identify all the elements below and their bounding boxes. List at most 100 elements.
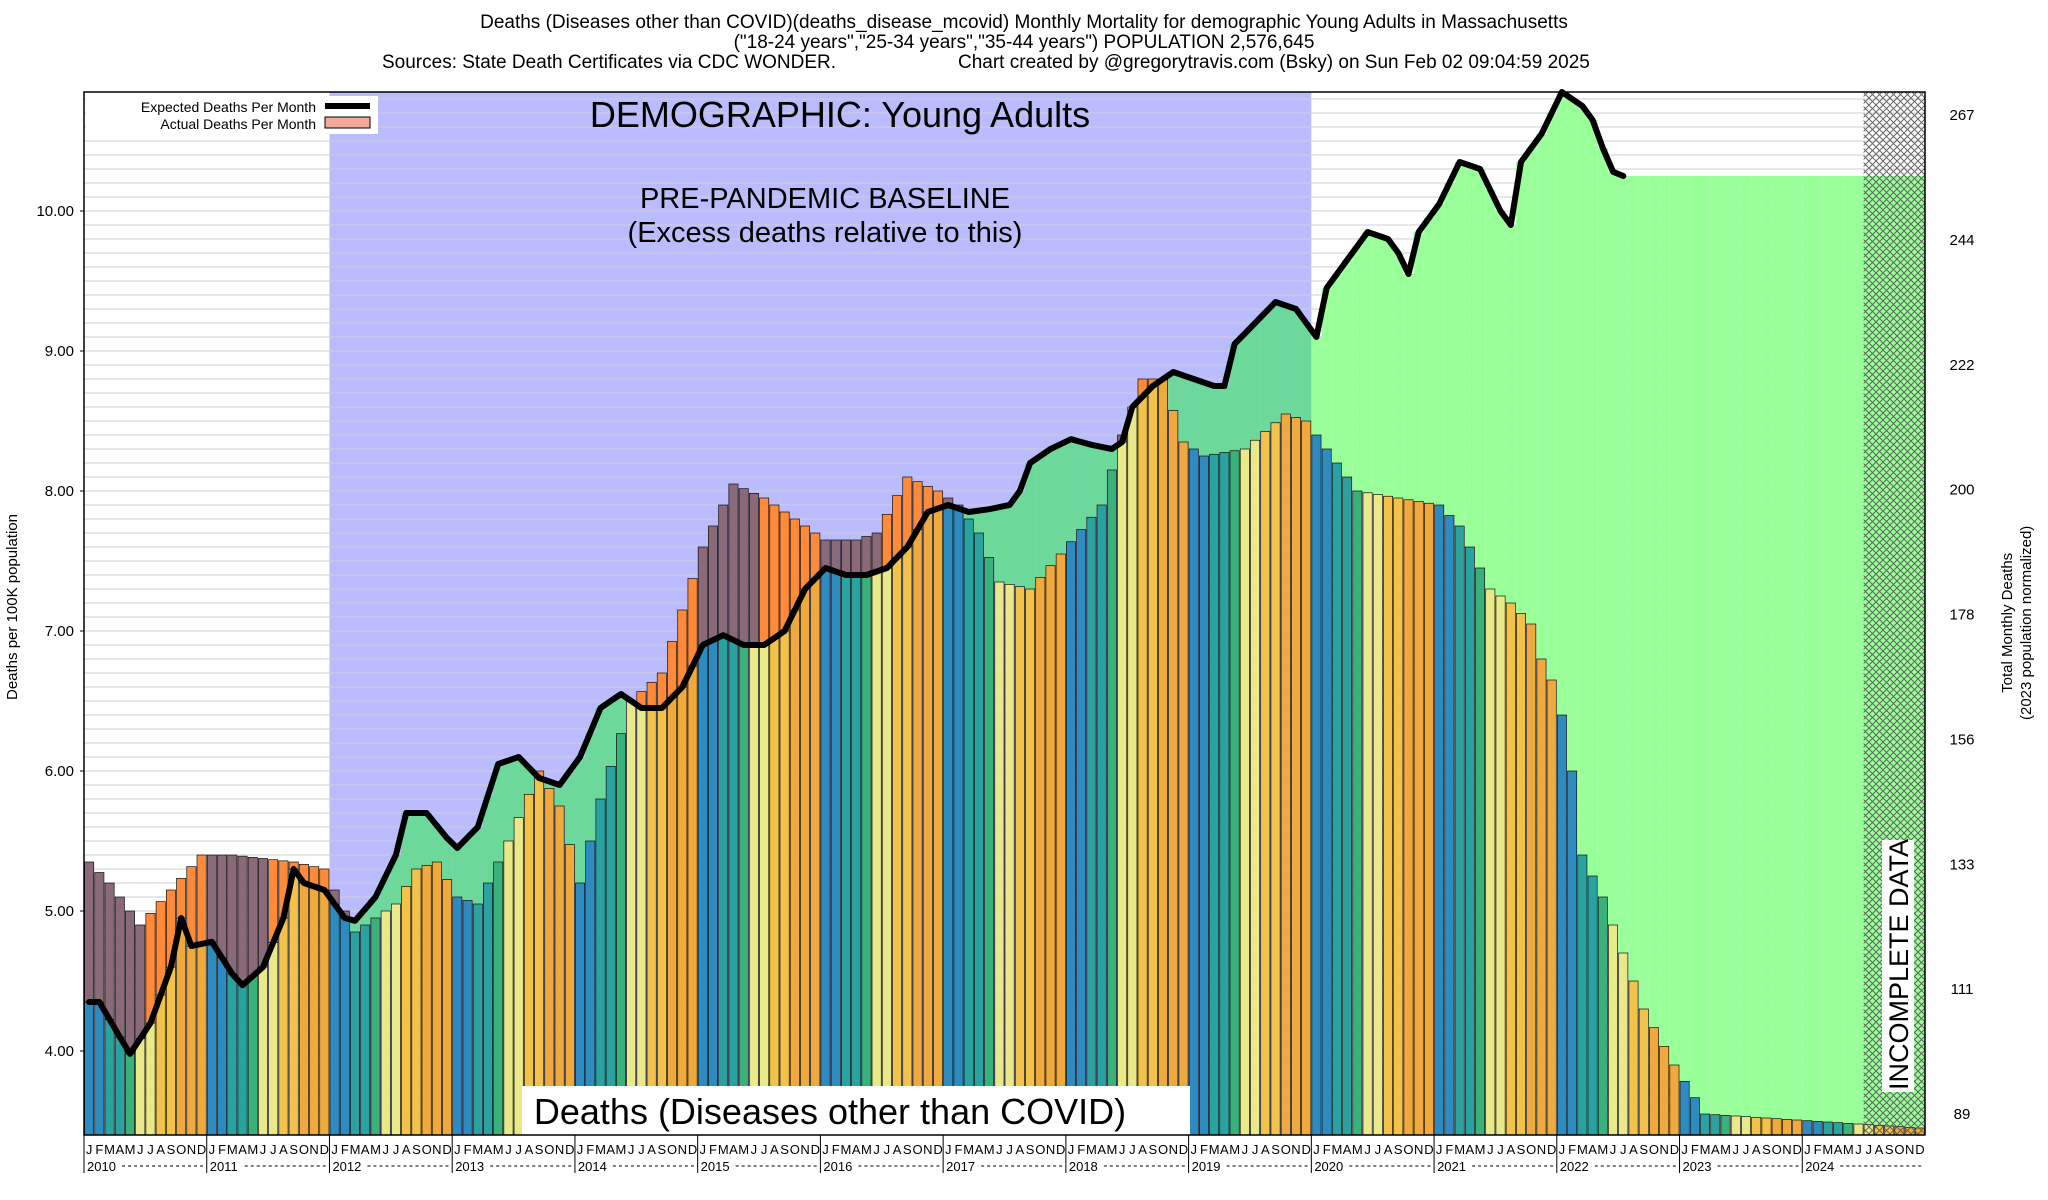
actual-death-bar[interactable] bbox=[1045, 565, 1056, 1136]
actual-death-bar-above-expected[interactable] bbox=[769, 504, 780, 639]
actual-death-bar[interactable] bbox=[1372, 494, 1383, 1136]
actual-death-bar[interactable] bbox=[626, 700, 637, 1136]
actual-death-bar[interactable] bbox=[1117, 441, 1128, 1136]
actual-death-bar-above-expected[interactable] bbox=[667, 641, 678, 698]
actual-death-bar[interactable] bbox=[1434, 504, 1445, 1136]
actual-death-bar[interactable] bbox=[615, 733, 626, 1136]
actual-death-bar[interactable] bbox=[1383, 495, 1394, 1136]
actual-death-bar[interactable] bbox=[268, 942, 279, 1136]
actual-death-bar[interactable] bbox=[94, 1001, 105, 1136]
actual-death-bar[interactable] bbox=[1137, 396, 1148, 1136]
actual-death-bar[interactable] bbox=[1505, 602, 1516, 1136]
actual-death-bar[interactable] bbox=[687, 665, 698, 1136]
actual-death-bar-above-expected[interactable] bbox=[94, 872, 105, 1003]
actual-death-bar[interactable] bbox=[217, 957, 228, 1136]
actual-death-bar[interactable] bbox=[728, 639, 739, 1136]
actual-death-bar[interactable] bbox=[329, 903, 340, 1136]
actual-death-bar[interactable] bbox=[350, 931, 360, 1136]
actual-death-bar-above-expected[interactable] bbox=[206, 854, 217, 943]
actual-death-bar-above-expected[interactable] bbox=[851, 539, 862, 576]
actual-death-bar[interactable] bbox=[554, 805, 565, 1136]
actual-death-bar-above-expected[interactable] bbox=[217, 854, 228, 959]
actual-death-bar[interactable] bbox=[1147, 385, 1158, 1136]
actual-death-bar[interactable] bbox=[206, 941, 217, 1136]
actual-death-bar-above-expected[interactable] bbox=[881, 513, 892, 569]
actual-death-bar[interactable] bbox=[881, 567, 892, 1136]
actual-death-bar[interactable] bbox=[135, 1038, 146, 1136]
actual-death-bar[interactable] bbox=[697, 644, 708, 1136]
actual-death-bar[interactable] bbox=[380, 910, 391, 1136]
actual-death-bar[interactable] bbox=[1587, 875, 1598, 1136]
actual-death-bar[interactable] bbox=[1444, 515, 1455, 1136]
actual-death-bar-above-expected[interactable] bbox=[646, 681, 657, 709]
actual-death-bar[interactable] bbox=[1301, 420, 1312, 1136]
actual-death-bar-above-expected[interactable] bbox=[176, 877, 187, 919]
actual-death-bar[interactable] bbox=[933, 508, 943, 1136]
actual-death-bar[interactable] bbox=[656, 707, 667, 1136]
actual-death-bar[interactable] bbox=[84, 1001, 95, 1136]
actual-death-bar[interactable] bbox=[1403, 499, 1414, 1136]
actual-death-bar[interactable] bbox=[922, 511, 933, 1136]
actual-death-bar[interactable] bbox=[1608, 924, 1619, 1136]
actual-death-bar[interactable] bbox=[1618, 952, 1629, 1136]
actual-death-bar[interactable] bbox=[1761, 1117, 1772, 1136]
actual-death-bar[interactable] bbox=[1843, 1122, 1854, 1136]
actual-death-bar[interactable] bbox=[994, 581, 1005, 1136]
actual-death-bar[interactable] bbox=[339, 917, 350, 1136]
actual-death-bar[interactable] bbox=[1198, 455, 1209, 1136]
actual-death-bar[interactable] bbox=[1086, 516, 1097, 1136]
actual-death-bar-above-expected[interactable] bbox=[247, 856, 258, 977]
actual-death-bar[interactable] bbox=[1669, 1064, 1680, 1136]
actual-death-bar[interactable] bbox=[1485, 588, 1496, 1136]
actual-death-bar[interactable] bbox=[1577, 854, 1588, 1136]
actual-death-bar[interactable] bbox=[278, 917, 289, 1136]
actual-death-bar[interactable] bbox=[442, 879, 453, 1136]
actual-death-bar[interactable] bbox=[196, 943, 207, 1136]
actual-death-bar[interactable] bbox=[1802, 1120, 1813, 1136]
actual-death-bar[interactable] bbox=[1055, 553, 1066, 1136]
actual-death-bar-above-expected[interactable] bbox=[697, 546, 708, 646]
actual-death-bar[interactable] bbox=[963, 518, 974, 1136]
actual-death-bar[interactable] bbox=[1659, 1045, 1670, 1136]
actual-death-bar[interactable] bbox=[125, 1053, 135, 1136]
actual-death-bar[interactable] bbox=[237, 984, 248, 1136]
actual-death-bar[interactable] bbox=[411, 868, 422, 1136]
actual-death-bar[interactable] bbox=[1025, 588, 1036, 1136]
actual-death-bar[interactable] bbox=[984, 557, 995, 1136]
actual-death-bar[interactable] bbox=[1536, 658, 1547, 1136]
actual-death-bar[interactable] bbox=[1106, 469, 1117, 1136]
actual-death-bar-above-expected[interactable] bbox=[779, 511, 790, 632]
actual-death-bar[interactable] bbox=[503, 840, 514, 1136]
actual-death-bar[interactable] bbox=[1393, 497, 1404, 1136]
actual-death-bar[interactable] bbox=[1689, 1097, 1700, 1136]
actual-death-bar[interactable] bbox=[1423, 502, 1434, 1136]
actual-death-bar[interactable] bbox=[1158, 378, 1168, 1136]
actual-death-bar-above-expected[interactable] bbox=[841, 539, 851, 576]
actual-death-bar[interactable] bbox=[820, 567, 831, 1136]
actual-death-bar[interactable] bbox=[319, 889, 330, 1136]
actual-death-bar[interactable] bbox=[779, 630, 790, 1136]
actual-death-bar[interactable] bbox=[943, 504, 954, 1136]
actual-death-bar[interactable] bbox=[1526, 623, 1537, 1136]
actual-death-bar-above-expected[interactable] bbox=[759, 497, 770, 646]
actual-death-bar[interactable] bbox=[800, 588, 811, 1136]
actual-death-bar[interactable] bbox=[176, 917, 187, 1136]
actual-death-bar[interactable] bbox=[636, 707, 647, 1136]
actual-death-bar[interactable] bbox=[1556, 714, 1567, 1136]
actual-death-bar[interactable] bbox=[738, 644, 749, 1136]
actual-death-bar[interactable] bbox=[1495, 595, 1506, 1136]
actual-death-bar[interactable] bbox=[769, 637, 780, 1136]
actual-death-bar[interactable] bbox=[104, 1019, 115, 1136]
actual-death-bar[interactable] bbox=[1628, 980, 1639, 1136]
actual-death-bar-above-expected[interactable] bbox=[84, 861, 95, 1003]
actual-death-bar[interactable] bbox=[841, 574, 851, 1136]
actual-death-bar[interactable] bbox=[370, 917, 381, 1136]
actual-death-bar[interactable] bbox=[1833, 1122, 1844, 1136]
actual-death-bar[interactable] bbox=[309, 886, 320, 1136]
actual-death-bar[interactable] bbox=[513, 817, 524, 1136]
actual-death-bar[interactable] bbox=[1413, 501, 1424, 1136]
actual-death-bar[interactable] bbox=[1239, 448, 1250, 1136]
actual-death-bar[interactable] bbox=[1792, 1119, 1803, 1136]
actual-death-bar[interactable] bbox=[1567, 770, 1578, 1136]
actual-death-bar[interactable] bbox=[360, 924, 371, 1136]
